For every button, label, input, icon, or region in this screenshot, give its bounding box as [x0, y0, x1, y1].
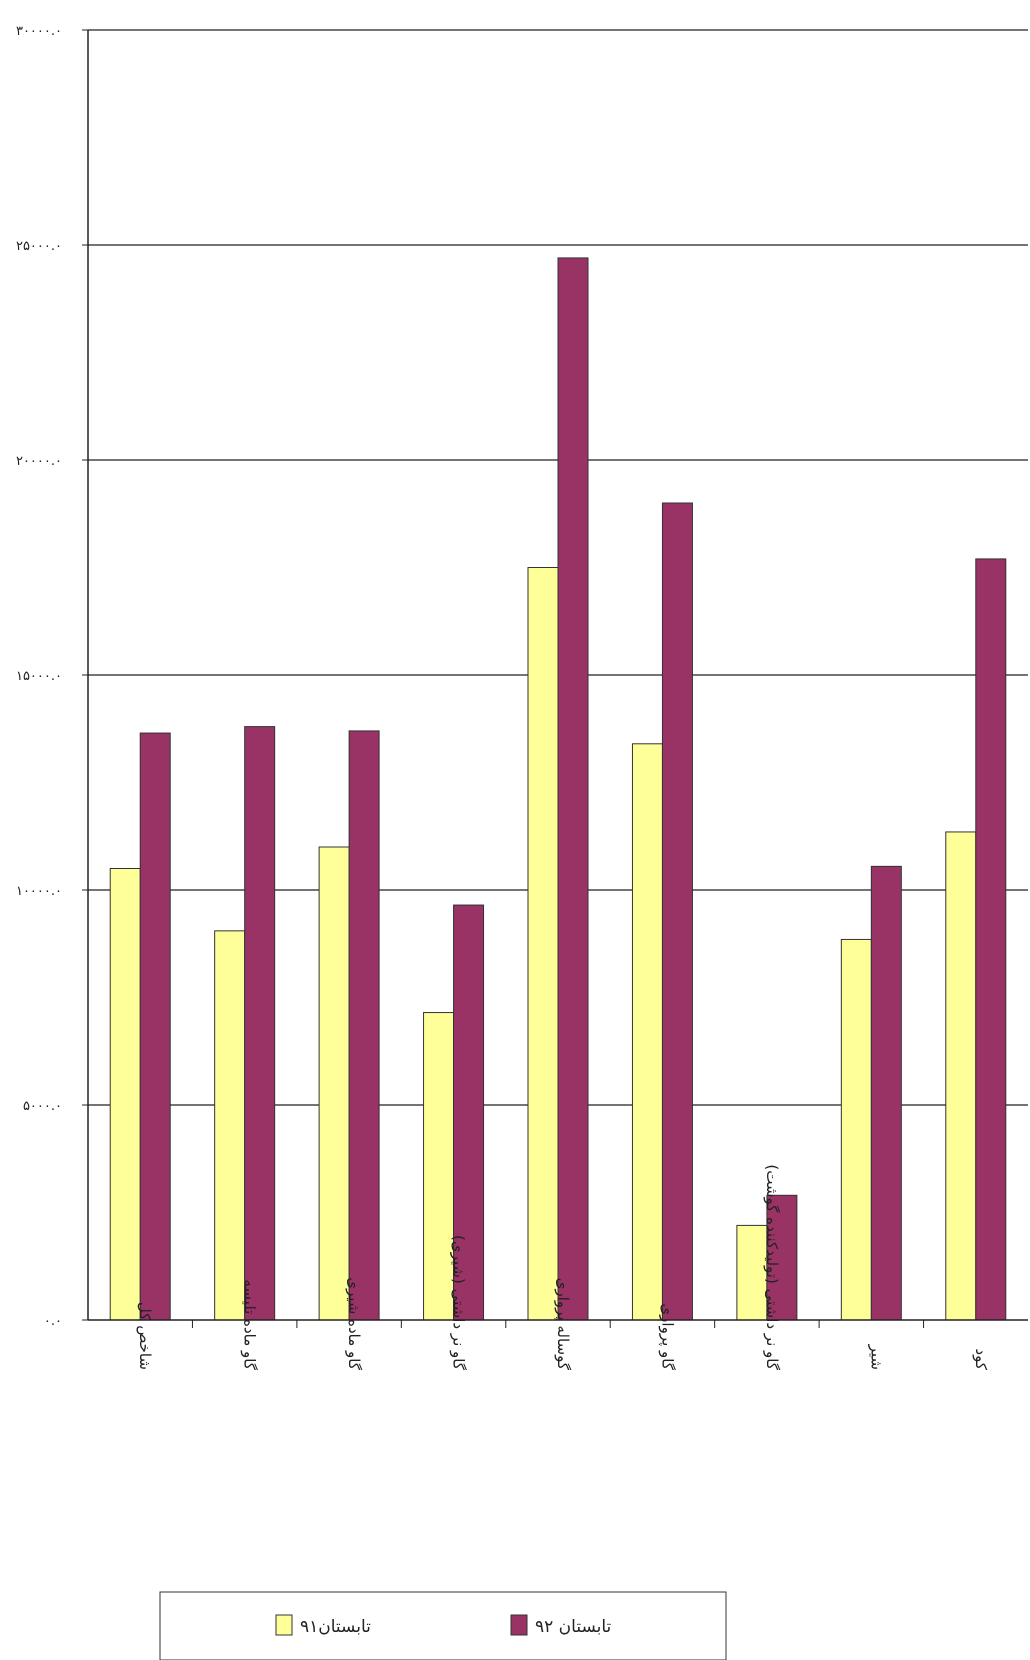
category-label: گوساله پرواری: [553, 1278, 572, 1371]
category-label: شاخص کل: [136, 1302, 154, 1370]
category-label: کود: [972, 1348, 990, 1370]
bar-series-1: [736, 1224, 768, 1321]
y-tick-labels: ۰.۰ ۵۰۰۰.۰ ۱۰۰۰۰.۰ ۱۵۰۰۰.۰ ۲۰۰۰۰.۰ ۲۵۰۰۰.۰ ۳۰۰…: [16, 24, 62, 1329]
y-tick-label: ۵۰۰۰.۰: [23, 1099, 62, 1114]
bar-series-2: [557, 257, 589, 1321]
bars: [109, 257, 1007, 1321]
legend-swatch-series-1: [275, 1614, 293, 1636]
category-label: گاو نر داشتی (شیری): [450, 1235, 468, 1371]
bar-series-1: [631, 743, 663, 1321]
legend-label-series-2: تابستان ۹۲: [535, 1617, 612, 1637]
bar-series-2: [661, 502, 693, 1321]
bar-series-1: [840, 938, 872, 1321]
bar-series-2: [975, 558, 1007, 1321]
legend-label-series-1: تابستان۹۱: [300, 1617, 371, 1637]
category-label: گاو نر داشتی (تولیدکننده گوشت): [763, 1164, 781, 1370]
category-label: گاو پرواری: [657, 1303, 676, 1370]
legend-swatch-series-2: [510, 1614, 528, 1636]
legend-box: [159, 1591, 727, 1660]
bar-series-1: [945, 831, 977, 1321]
axes: [87, 30, 1028, 1328]
category-label: گاو ماده شیری: [345, 1277, 363, 1371]
y-tick-label: ۱۵۰۰۰.۰: [16, 669, 62, 684]
category-labels: شاخص کل گاو ماده تلیسه گاو ماده شیری گاو نر…: [136, 1164, 990, 1370]
y-tick-label: ۳۰۰۰۰.۰: [16, 24, 62, 39]
bar-series-2: [244, 726, 276, 1321]
category-label: گاو ماده تلیسه: [241, 1279, 259, 1371]
y-tick-label: ۲۰۰۰۰.۰: [16, 454, 62, 469]
bar-series-2: [870, 865, 902, 1321]
legend: تابستان۹۱ تابستان ۹۲: [159, 1591, 727, 1660]
category-label: شیر: [867, 1344, 885, 1370]
bar-series-1: [318, 846, 350, 1321]
y-tick-label: ۰.۰: [44, 1314, 62, 1329]
bar-series-2: [139, 732, 171, 1321]
bar-series-1: [423, 1012, 455, 1321]
bar-series-2: [453, 904, 485, 1321]
bar-series-2: [348, 730, 380, 1321]
y-tick-label: ۲۵۰۰۰.۰: [16, 239, 62, 254]
y-tick-label: ۱۰۰۰۰.۰: [16, 884, 62, 899]
bar-series-1: [109, 868, 141, 1321]
bar-series-1: [214, 930, 246, 1321]
bar-series-1: [527, 567, 559, 1321]
